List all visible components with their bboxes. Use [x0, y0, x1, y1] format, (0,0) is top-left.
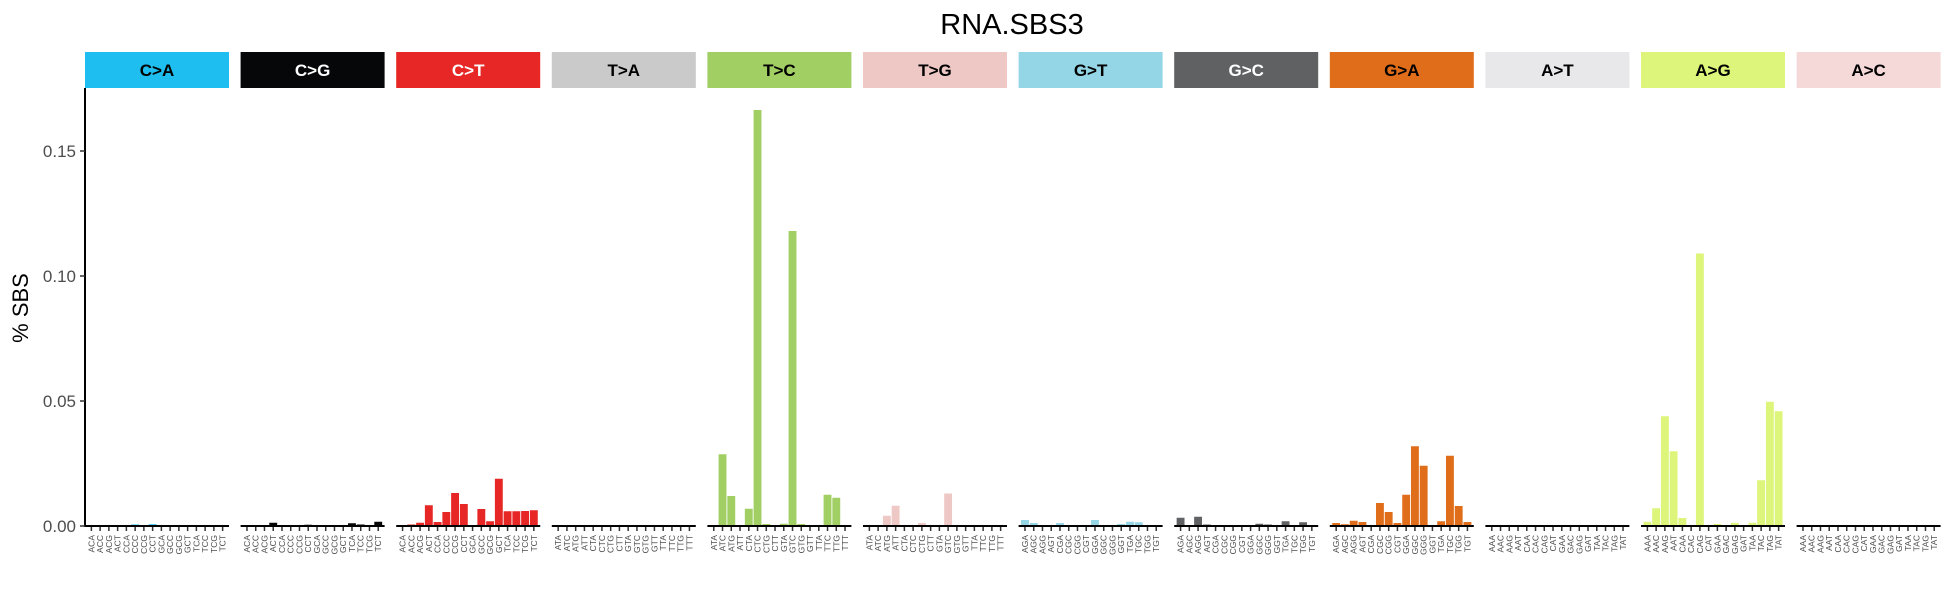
bar: [1775, 411, 1783, 526]
bar: [521, 511, 529, 526]
bar: [1696, 254, 1704, 527]
bar: [1194, 517, 1202, 526]
bar: [460, 504, 468, 526]
x-tick-label: TAT: [1774, 535, 1784, 550]
x-tick-label: TGT: [1151, 535, 1161, 552]
facet-strip-label: A>C: [1851, 61, 1885, 80]
facet-panel-g-to-t: G>TAGAAGCAGGAGTCGACGCCGGCGTGGAGGCGGGGGTT…: [1019, 52, 1163, 555]
bar: [495, 479, 503, 526]
bar: [442, 512, 450, 526]
bar: [512, 511, 520, 526]
bar: [1446, 456, 1454, 526]
bar: [1670, 451, 1678, 526]
bar: [1177, 518, 1185, 526]
x-tick-label: TAT: [1929, 535, 1939, 550]
facet-strip-label: C>G: [295, 61, 330, 80]
facet-panel-g-to-a: G>AAGAAGCAGGAGTCGACGCCGGCGTGGAGGCGGGGGTT…: [1330, 52, 1474, 555]
bar: [824, 495, 832, 526]
bar: [1376, 503, 1384, 526]
facet-strip-label: T>G: [918, 61, 952, 80]
bar: [832, 498, 840, 526]
bar: [1757, 480, 1765, 526]
facet-panel-a-to-c: A>CAAAAACAAGAATCAACACCAGCATGAAGACGAGGATT…: [1797, 52, 1941, 554]
bar: [719, 454, 727, 526]
bar: [1402, 495, 1410, 526]
facet-strip-label: T>C: [763, 61, 796, 80]
bar: [944, 494, 952, 527]
bar: [745, 509, 753, 526]
facet-panel-c-to-a: C>AACAACCACGACTCCACCCCCGCCTGCAGCCGCGGCTT…: [85, 52, 229, 554]
x-tick-label: TGT: [1462, 535, 1472, 552]
bar: [530, 510, 538, 526]
facet-strip-label: C>T: [452, 61, 485, 80]
bar: [1661, 416, 1669, 526]
x-tick-label: TTT: [996, 535, 1006, 551]
bar: [1766, 402, 1774, 526]
x-tick-label: TCT: [373, 535, 383, 552]
y-tick-label: 0.15: [43, 142, 76, 161]
bar: [1385, 512, 1393, 526]
facet-panel-c-to-t: C>TACAACCACGACTCCACCCCCGCCTGCAGCCGCGGCTT…: [396, 52, 540, 554]
facet-strip-label: G>A: [1384, 61, 1419, 80]
facet-panel-t-to-c: T>CATAATCATGATTCTACTCCTGCTTGTAGTCGTGGTTT…: [707, 52, 851, 553]
facet-strip-label: G>C: [1228, 61, 1263, 80]
facet-panel-g-to-c: G>CAGAAGCAGGAGTCGACGCCGGCGTGGAGGCGGGGGTT…: [1174, 52, 1318, 555]
x-tick-label: TGT: [1307, 535, 1317, 552]
bar: [892, 506, 900, 526]
x-tick-label: TAT: [1618, 535, 1628, 550]
facet-panel-c-to-g: C>GACAACCACGACTCCACCCCCGCCTGCAGCCGCGGCTT…: [241, 52, 385, 554]
bar: [1455, 506, 1463, 526]
facet-panel-t-to-g: T>GATAATCATGATTCTACTCCTGCTTGTAGTCGTGGTTT…: [863, 52, 1007, 553]
bar: [789, 231, 797, 526]
bar: [425, 505, 433, 526]
chart-title: RNA.SBS3: [940, 9, 1083, 41]
bar: [1678, 518, 1686, 526]
x-tick-label: TCT: [218, 535, 228, 552]
facet-strip-label: A>G: [1695, 61, 1730, 80]
bar: [477, 509, 485, 526]
facet-strip-label: G>T: [1074, 61, 1108, 80]
y-tick-label: 0.10: [43, 267, 76, 286]
bar: [754, 110, 762, 526]
bar: [1420, 466, 1428, 526]
bar: [727, 496, 735, 526]
y-tick-label: 0.05: [43, 392, 76, 411]
bar: [1652, 508, 1660, 526]
y-axis: 0.00 0.05 0.10 0.15: [43, 88, 85, 536]
facet-strip-label: T>A: [608, 61, 641, 80]
bar: [1411, 446, 1419, 526]
bar: [883, 516, 891, 526]
bar: [504, 511, 512, 526]
x-tick-label: TTT: [840, 535, 850, 551]
y-tick-label: 0.00: [43, 517, 76, 536]
facet-strip-label: C>A: [140, 61, 174, 80]
facet-panel-t-to-a: T>AATAATCATGATTCTACTCCTGCTTGTAGTCGTGGTTT…: [552, 52, 696, 553]
facet-panel-a-to-g: A>GAAAAACAAGAATCAACACCAGCATGAAGACGAGGATT…: [1641, 52, 1785, 554]
bar: [451, 493, 459, 526]
facet-panels: C>AACAACCACGACTCCACCCCCGCCTGCAGCCGCGGCTT…: [85, 52, 1941, 555]
x-tick-label: TTT: [684, 535, 694, 551]
x-tick-label: TCT: [529, 535, 539, 552]
y-axis-label: % SBS: [8, 273, 33, 343]
facet-strip-label: A>T: [1541, 61, 1574, 80]
facet-panel-a-to-t: A>TAAAAACAAGAATCAACACCAGCATGAAGACGAGGATT…: [1485, 52, 1629, 554]
